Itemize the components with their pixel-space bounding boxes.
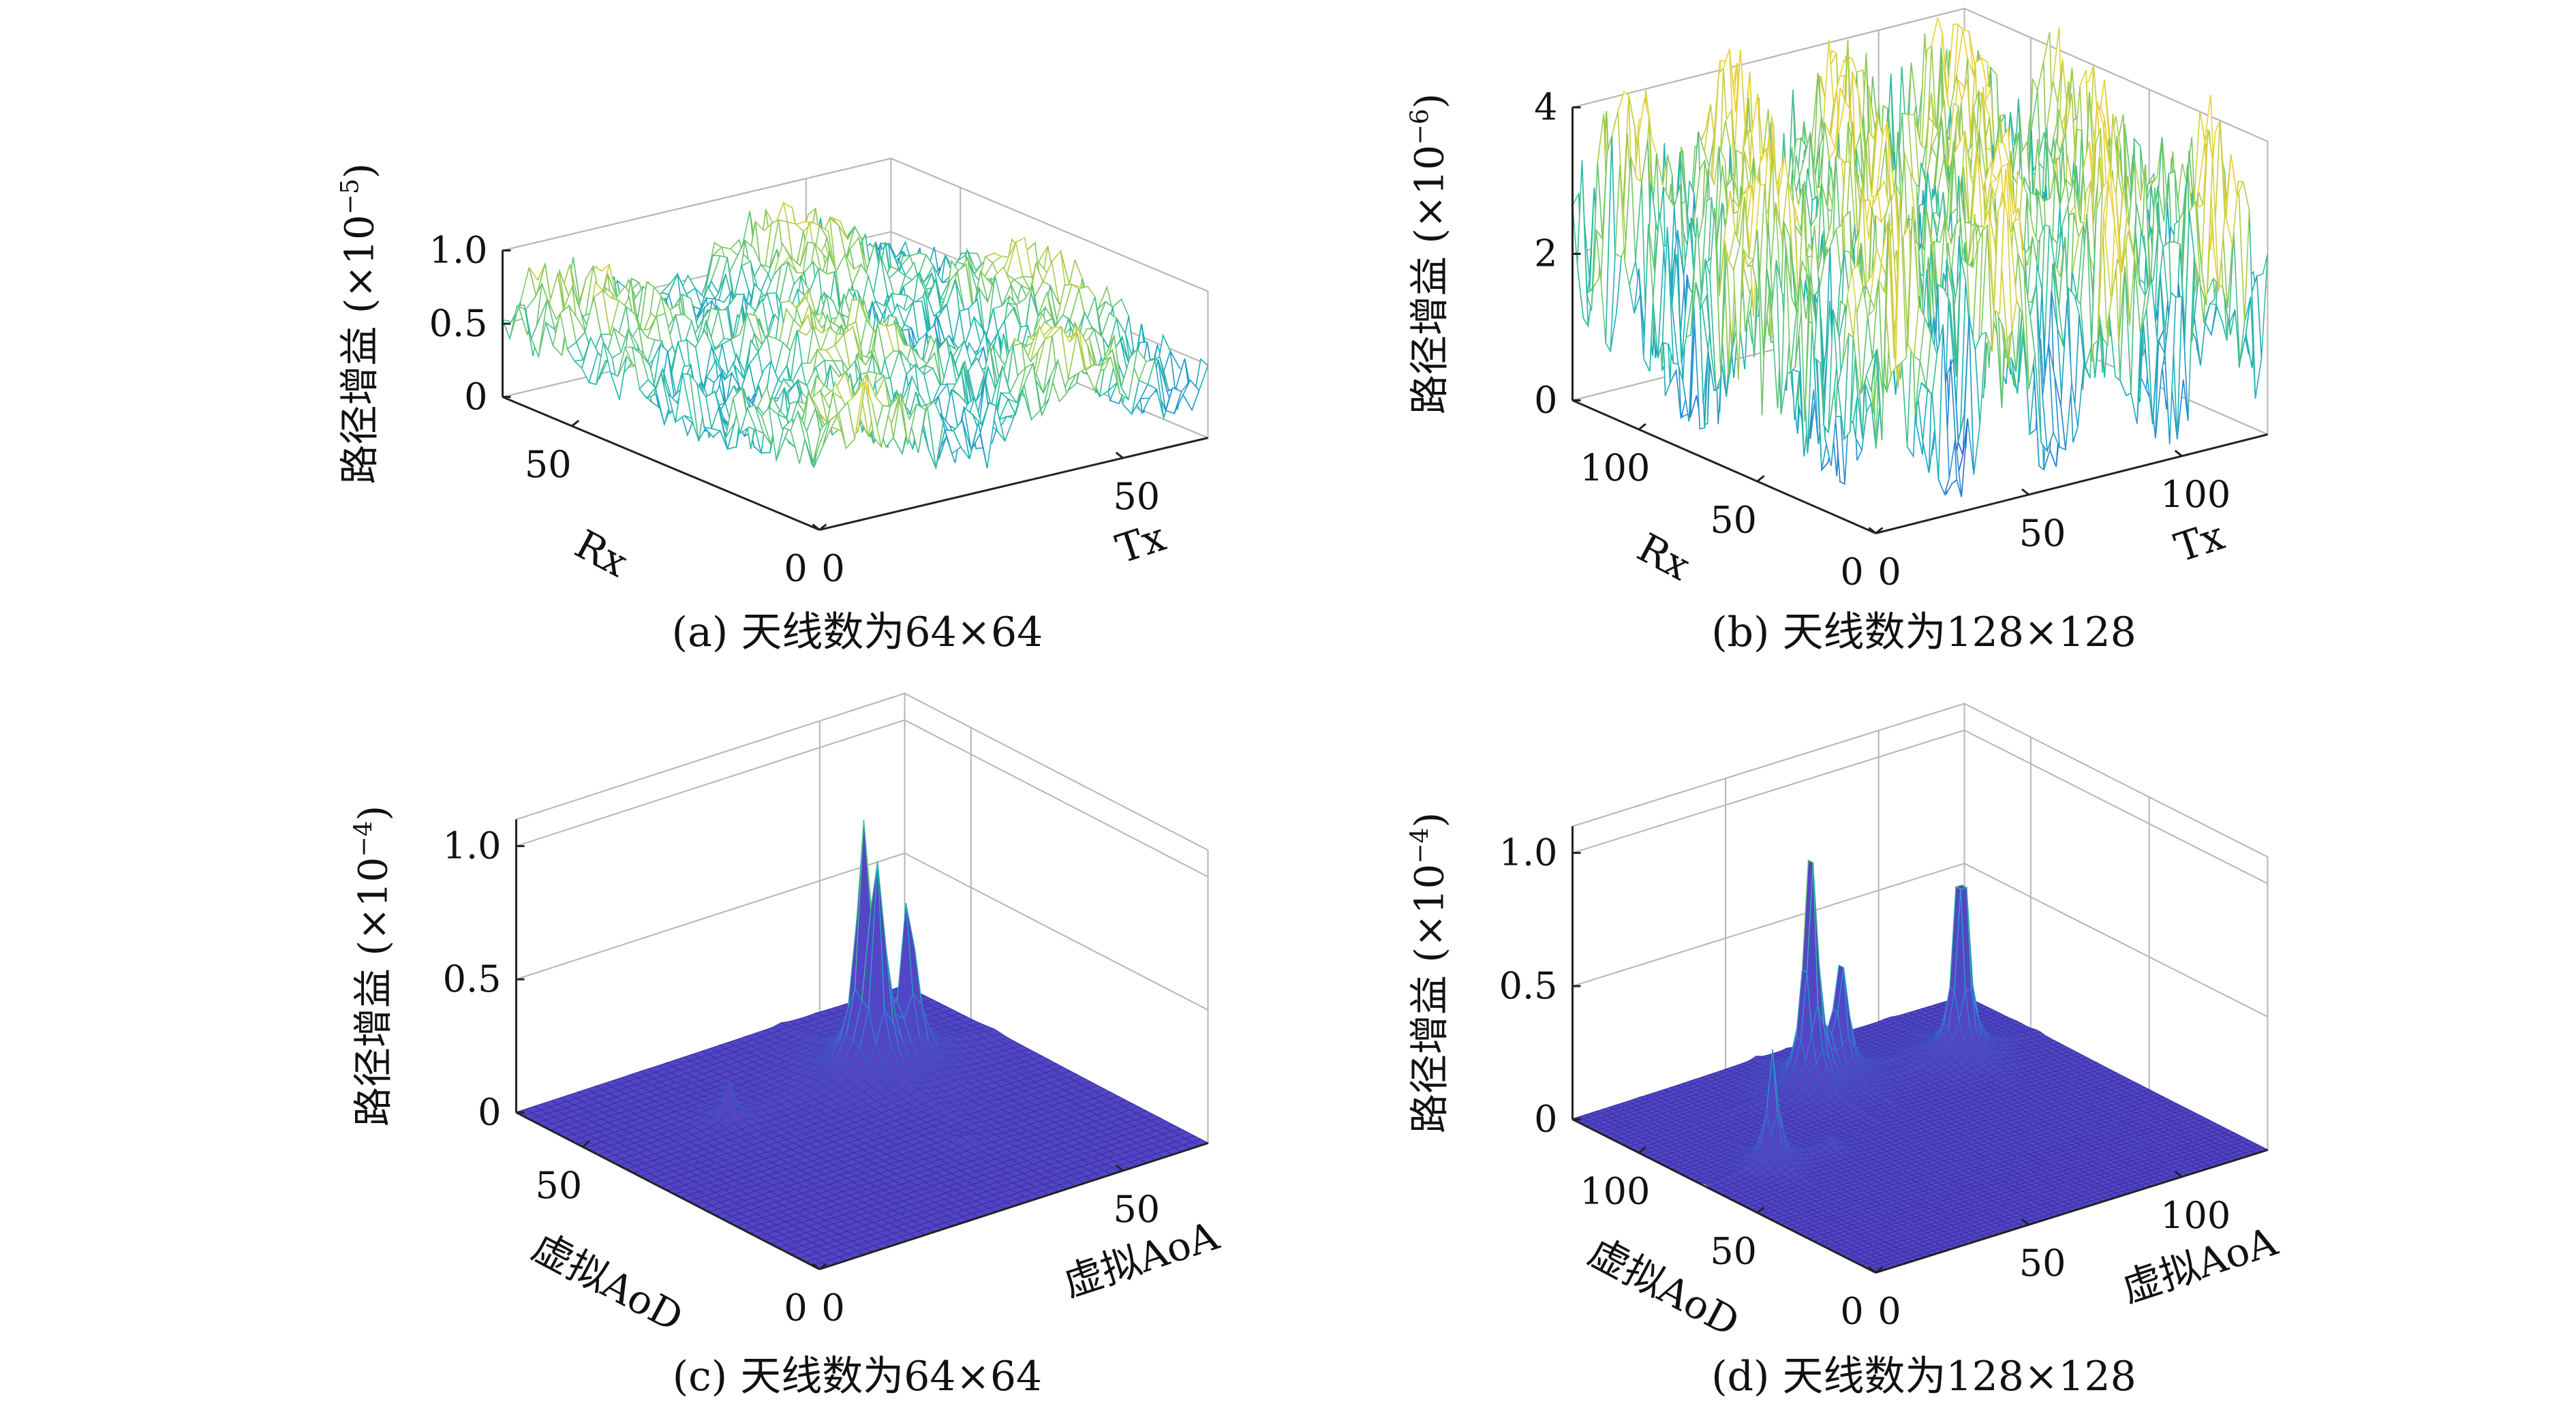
y-tick-mark (571, 419, 580, 427)
z-axis-exponent: −5 (337, 179, 365, 215)
x-tick-label: 50 (1113, 475, 1160, 518)
y-axis-label: Rx (568, 521, 635, 586)
x-tick-mark (1115, 451, 1124, 459)
surface-a (502, 200, 1209, 470)
z-axis-scale-close: ) (337, 163, 383, 179)
z-axis-scale: (×10 (337, 215, 383, 313)
x-axis-label: Tx (1110, 513, 1171, 572)
z-tick-label: 0.5 (429, 302, 488, 345)
surface-b (1571, 17, 2269, 497)
x-tick-label: 0 (821, 547, 844, 590)
z-gridline-a-2 (502, 157, 1208, 292)
z-tick-label: 1.0 (429, 229, 488, 272)
y-tick-label: 0 (784, 547, 807, 590)
z-axis-label: 路径增益 (×10−5) (337, 163, 383, 484)
z-axis-label-name: 路径增益 (337, 313, 383, 484)
z-tick-label: 0 (464, 375, 487, 418)
subplot-a: 0 50 0 50 0 0.5 1.0 Tx Rx 路径增益 (×10−5) (337, 157, 1209, 590)
y-tick-label: 50 (525, 443, 572, 486)
